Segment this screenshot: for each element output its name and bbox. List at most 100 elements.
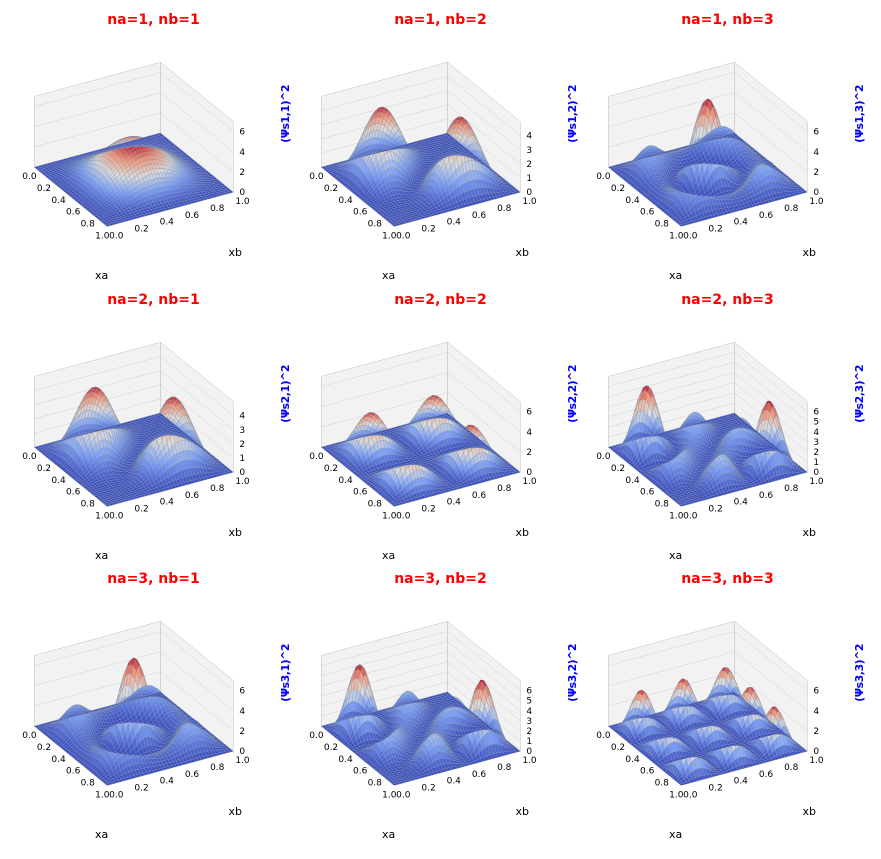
subplot-2-2: na=2, nb=2 02460.00.00.20.20.40.40.60.60.…	[297, 290, 584, 569]
svg-text:0.8: 0.8	[210, 204, 225, 214]
surface-plot: 01234560.00.00.20.20.40.40.60.60.80.81.0…	[302, 593, 572, 838]
svg-text:4: 4	[239, 148, 245, 158]
svg-text:0.4: 0.4	[447, 218, 462, 228]
xb-axis-label: xb	[803, 526, 817, 539]
svg-text:0.6: 0.6	[185, 211, 200, 221]
subplot-title: na=3, nb=1	[10, 571, 297, 587]
svg-text:0.0: 0.0	[396, 231, 411, 241]
svg-text:4: 4	[239, 411, 245, 421]
xb-axis-label: xb	[229, 805, 243, 818]
z-axis-label: (Ψs2,3)^2	[853, 365, 866, 423]
svg-text:1.0: 1.0	[95, 231, 110, 241]
subplot-title: na=1, nb=3	[584, 12, 871, 28]
svg-text:0.2: 0.2	[324, 184, 338, 194]
xa-axis-label: xa	[382, 828, 395, 841]
subplot-title: na=2, nb=3	[584, 292, 871, 308]
svg-text:1.0: 1.0	[809, 197, 824, 207]
xa-axis-label: xa	[669, 828, 682, 841]
subplot-title: na=3, nb=3	[584, 571, 871, 587]
xb-axis-label: xb	[803, 805, 817, 818]
surface-plot: 01234560.00.00.20.20.40.40.60.60.80.81.0…	[589, 314, 859, 559]
subplot-1-1: na=1, nb=102460.00.00.20.20.40.40.60.60.…	[10, 10, 297, 289]
svg-text:0.6: 0.6	[640, 208, 655, 218]
subplot-1-3: na=1, nb=302460.00.00.20.20.40.40.60.60.…	[584, 10, 871, 289]
svg-text:1: 1	[526, 174, 532, 184]
svg-text:1: 1	[239, 454, 245, 464]
svg-text:0.6: 0.6	[353, 208, 368, 218]
svg-text:0.4: 0.4	[160, 218, 175, 228]
xb-axis-label: xb	[803, 246, 817, 259]
xb-axis-label: xb	[516, 526, 530, 539]
z-axis-label: (Ψs3,2)^2	[566, 644, 579, 702]
subplot-title: na=1, nb=2	[297, 12, 584, 28]
xb-axis-label: xb	[516, 246, 530, 259]
svg-text:0.4: 0.4	[51, 196, 66, 206]
xb-axis-label: xb	[516, 805, 530, 818]
xa-axis-label: xa	[669, 269, 682, 282]
subplot-2-3: na=2, nb=3 01234560.00.00.20.20.40.40.60.…	[584, 290, 871, 569]
svg-text:3: 3	[526, 146, 532, 156]
z-axis-label: (Ψs3,1)^2	[279, 644, 292, 702]
z-axis-label: (Ψs1,3)^2	[853, 85, 866, 143]
xa-axis-label: xa	[382, 549, 395, 562]
svg-text:0.8: 0.8	[497, 204, 512, 214]
surface-plot: 012340.00.00.20.20.40.40.60.60.80.81.01.…	[302, 34, 572, 279]
svg-text:0.8: 0.8	[784, 204, 799, 214]
subplot-title: na=3, nb=2	[297, 571, 584, 587]
z-axis-label: (Ψs2,2)^2	[566, 365, 579, 423]
svg-text:0.4: 0.4	[734, 218, 749, 228]
z-axis-label: (Ψs1,1)^2	[279, 85, 292, 143]
subplot-grid: na=1, nb=1 02460.00.00.20.20.40.40.60.60.…	[10, 10, 871, 849]
subplot-title: na=2, nb=1	[10, 292, 297, 308]
subplot-1-2: na=1, nb=2012340.00.00.20.20.40.40.60.60…	[297, 10, 584, 289]
svg-text:0.0: 0.0	[683, 231, 698, 241]
svg-text:6: 6	[813, 128, 819, 138]
svg-text:2: 2	[813, 168, 819, 178]
xa-axis-label: xa	[669, 549, 682, 562]
subplot-3-2: na=3, nb=2 01234560.00.00.20.20.40.40.60.…	[297, 569, 584, 848]
z-axis-label: (Ψs2,1)^2	[279, 365, 292, 423]
svg-text:2: 2	[526, 160, 532, 170]
subplot-2-1: na=2, nb=1012340.00.00.20.20.40.40.60.60…	[10, 290, 297, 569]
svg-text:0.8: 0.8	[81, 220, 96, 230]
xb-axis-label: xb	[229, 526, 243, 539]
surface-plot: 012340.00.00.20.20.40.40.60.60.80.81.01.…	[15, 314, 285, 559]
subplot-title: na=1, nb=1	[10, 12, 297, 28]
svg-text:0.4: 0.4	[625, 196, 640, 206]
svg-text:0.6: 0.6	[759, 211, 774, 221]
subplot-3-3: na=3, nb=3 02460.00.00.20.20.40.40.60.60.…	[584, 569, 871, 848]
svg-text:0.4: 0.4	[338, 196, 353, 206]
svg-text:0.2: 0.2	[421, 225, 435, 235]
svg-text:0.2: 0.2	[134, 225, 148, 235]
svg-text:0.6: 0.6	[66, 208, 81, 218]
svg-text:0.2: 0.2	[708, 225, 722, 235]
svg-text:0.0: 0.0	[109, 231, 124, 241]
svg-text:0.6: 0.6	[472, 211, 487, 221]
svg-text:1.0: 1.0	[522, 197, 537, 207]
svg-text:0.0: 0.0	[22, 172, 37, 182]
svg-text:0.2: 0.2	[37, 184, 51, 194]
subplot-title: na=2, nb=2	[297, 292, 584, 308]
surface-plot: 02460.00.00.20.20.40.40.60.60.80.81.01.0	[15, 34, 285, 279]
svg-text:4: 4	[526, 132, 532, 142]
xa-axis-label: xa	[95, 269, 108, 282]
xa-axis-label: xa	[382, 269, 395, 282]
svg-text:1.0: 1.0	[382, 231, 397, 241]
svg-text:1.0: 1.0	[235, 197, 250, 207]
svg-text:0.2: 0.2	[611, 184, 625, 194]
svg-text:2: 2	[239, 168, 245, 178]
svg-text:4: 4	[813, 148, 819, 158]
xb-axis-label: xb	[229, 246, 243, 259]
svg-text:0.8: 0.8	[368, 220, 383, 230]
svg-text:3: 3	[239, 425, 245, 435]
svg-text:6: 6	[239, 128, 245, 138]
xa-axis-label: xa	[95, 828, 108, 841]
z-axis-label: (Ψs3,3)^2	[853, 644, 866, 702]
svg-text:0.0: 0.0	[596, 172, 611, 182]
xa-axis-label: xa	[95, 549, 108, 562]
surface-plot: 02460.00.00.20.20.40.40.60.60.80.81.01.0	[589, 593, 859, 838]
svg-text:1.0: 1.0	[669, 231, 684, 241]
surface-plot: 02460.00.00.20.20.40.40.60.60.80.81.01.0	[302, 314, 572, 559]
svg-text:0.0: 0.0	[309, 172, 324, 182]
svg-text:2: 2	[239, 440, 245, 450]
